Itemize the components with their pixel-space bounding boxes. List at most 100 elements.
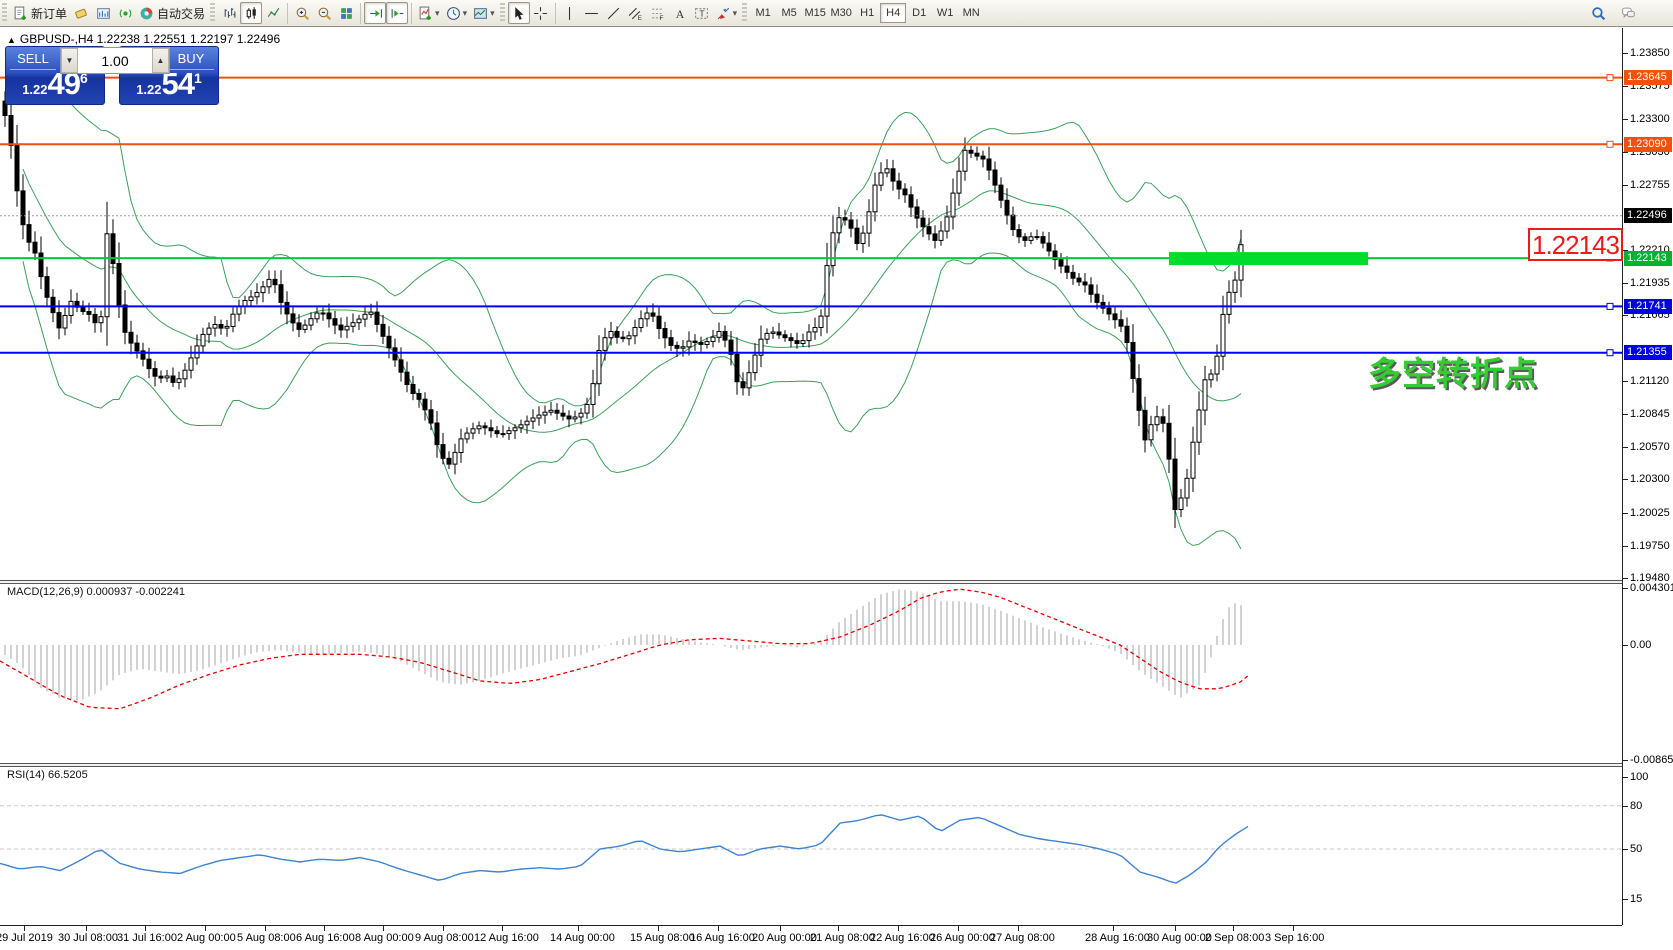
- time-axis-tick: [1175, 926, 1176, 931]
- rsi-axis-tick: 50: [1622, 843, 1643, 855]
- arrows-button[interactable]: ▾: [713, 2, 741, 24]
- indicators-button[interactable]: ▾: [415, 2, 443, 24]
- text-button[interactable]: A: [669, 2, 691, 24]
- auto-scroll-button[interactable]: [364, 2, 387, 24]
- toolbar-grip[interactable]: [742, 3, 748, 23]
- main-price-pane[interactable]: [0, 28, 1622, 580]
- periods-button[interactable]: ▾: [443, 2, 471, 24]
- pane-splitter[interactable]: [0, 580, 1622, 584]
- rsi-axis-tick: 100: [1622, 771, 1649, 783]
- timeframe-button-mn[interactable]: MN: [962, 7, 980, 19]
- time-axis-label: 20 Aug 00:00: [752, 932, 817, 944]
- arrows-icon: [717, 7, 729, 19]
- time-axis-label: 3 Sep 16:00: [1265, 932, 1325, 944]
- rsi-axis-tick: 80: [1622, 800, 1643, 812]
- line-handle-icon[interactable]: [1606, 74, 1614, 82]
- rsi-pane[interactable]: [0, 767, 1622, 925]
- timeframe-button-m30[interactable]: M30: [830, 7, 852, 19]
- ohlc-text: GBPUSD-,H4 1.22238 1.22551 1.22197 1.224…: [19, 32, 281, 46]
- time-axis-tick: [1113, 926, 1114, 931]
- price-callout-box[interactable]: 1.22143: [1528, 228, 1623, 261]
- zoom-out-button[interactable]: [313, 2, 335, 24]
- timeframe-button-m1[interactable]: M1: [755, 7, 771, 19]
- turning-point-annotation[interactable]: 多空转折点: [1368, 355, 1538, 392]
- templates-button[interactable]: ▾: [470, 2, 498, 24]
- toolbar-separator: [411, 2, 413, 24]
- line-handle-icon[interactable]: [1606, 140, 1614, 148]
- timeframe-button-w1[interactable]: W1: [936, 7, 954, 19]
- time-axis-tick: [383, 926, 384, 931]
- toolbar-separator: [360, 2, 362, 24]
- signal-button[interactable]: [114, 2, 136, 24]
- time-axis-label: 14 Aug 00:00: [550, 932, 615, 944]
- time-axis-tick: [898, 926, 899, 931]
- main-toolbar: 新订单 自动交易 ▾ ▾ ▾ E F A T ▾ M1 M5 M15 M30 H1 H4 D1 W1 MN: [0, 0, 1673, 27]
- fibonacci-icon: F: [652, 8, 664, 21]
- eraser-button[interactable]: [70, 2, 92, 24]
- volume-input[interactable]: [78, 48, 152, 73]
- time-axis-tick: [1293, 926, 1294, 931]
- toolbar-grip[interactable]: [2, 3, 7, 23]
- channel-icon: E: [628, 7, 642, 21]
- text-label-button[interactable]: T: [691, 2, 713, 24]
- chevron-down-icon[interactable]: ▾: [490, 7, 495, 18]
- time-axis[interactable]: 29 Jul 2019 30 Jul 08:00 31 Jul 16:00 2 Aug…: [0, 925, 1622, 950]
- time-axis-label: 16 Aug 16:00: [690, 932, 755, 944]
- horizontal-line-icon: [585, 12, 599, 14]
- horizontal-line-button[interactable]: [581, 2, 603, 24]
- profiles-button[interactable]: [92, 2, 114, 24]
- timeframe-button-d1[interactable]: D1: [912, 7, 927, 19]
- chat-icon: [1621, 7, 1635, 18]
- macd-pane[interactable]: [0, 584, 1622, 763]
- time-axis-tick: [265, 926, 266, 931]
- candlestick-chart-button[interactable]: [240, 2, 263, 24]
- collapse-triangle-icon[interactable]: ▲: [7, 35, 16, 45]
- price-badge-1.21741: 1.21741: [1624, 299, 1672, 314]
- toolbar-grip[interactable]: [210, 3, 216, 23]
- zoom-in-icon: [296, 7, 309, 20]
- price-badge-1.23090: 1.23090: [1624, 137, 1672, 152]
- price-axis-tick: 1.23300: [1623, 113, 1670, 125]
- toolbar-grip[interactable]: [499, 3, 505, 23]
- one-click-trading-panel: SELL 1.22496 BUY 1.22541 ▼ ▲: [5, 46, 219, 105]
- chart-shift-button[interactable]: [386, 2, 409, 24]
- zoom-in-button[interactable]: [291, 2, 313, 24]
- chevron-down-icon[interactable]: ▾: [435, 7, 440, 18]
- trendline-button[interactable]: [603, 2, 625, 24]
- macd-histogram: [4, 589, 1242, 701]
- timeframe-button-m5[interactable]: M5: [781, 7, 797, 19]
- new-order-button[interactable]: 新订单: [10, 2, 70, 24]
- highlight-rectangle[interactable]: [1169, 252, 1368, 266]
- time-axis-label: 29 Jul 2019: [0, 932, 53, 944]
- channel-button[interactable]: E: [625, 2, 647, 24]
- line-chart-button[interactable]: [262, 2, 284, 24]
- volume-control: ▼ ▲: [60, 47, 170, 74]
- bar-chart-button[interactable]: [218, 2, 240, 24]
- line-handle-icon[interactable]: [1606, 302, 1614, 310]
- pane-splitter[interactable]: [0, 763, 1622, 767]
- candlesticks: [2, 91, 1244, 528]
- vertical-line-button[interactable]: [559, 2, 581, 24]
- fibonacci-button[interactable]: F: [647, 2, 669, 24]
- timeframe-button-h4[interactable]: H4: [880, 3, 907, 23]
- new-order-button-label: 新订单: [31, 6, 68, 21]
- tile-windows-icon: [340, 7, 352, 19]
- search-button[interactable]: [1587, 2, 1609, 24]
- chevron-down-icon[interactable]: ▾: [732, 7, 738, 18]
- timeframe-button-h1[interactable]: H1: [860, 7, 875, 19]
- chevron-down-icon[interactable]: ▾: [462, 7, 468, 18]
- crosshair-button[interactable]: [530, 2, 552, 24]
- timeframe-button-m15[interactable]: M15: [804, 7, 826, 19]
- cursor-button[interactable]: [507, 2, 530, 24]
- tile-windows-button[interactable]: [335, 2, 357, 24]
- volume-decrease-button[interactable]: ▼: [61, 48, 78, 73]
- rsi-line: [0, 814, 1249, 884]
- time-axis-label: 5 Aug 08:00: [237, 932, 296, 944]
- chat-button[interactable]: [1617, 2, 1639, 24]
- chart-shift-icon: [391, 8, 403, 18]
- line-handle-icon[interactable]: [1606, 349, 1614, 357]
- volume-increase-button[interactable]: ▲: [152, 48, 169, 73]
- autotrading-button[interactable]: 自动交易: [136, 2, 208, 24]
- price-axis[interactable]: 1.23850 1.23575 1.23300 1.23030 1.22755 1.222…: [1622, 28, 1673, 925]
- macd-axis-tick: 0.00: [1622, 639, 1652, 651]
